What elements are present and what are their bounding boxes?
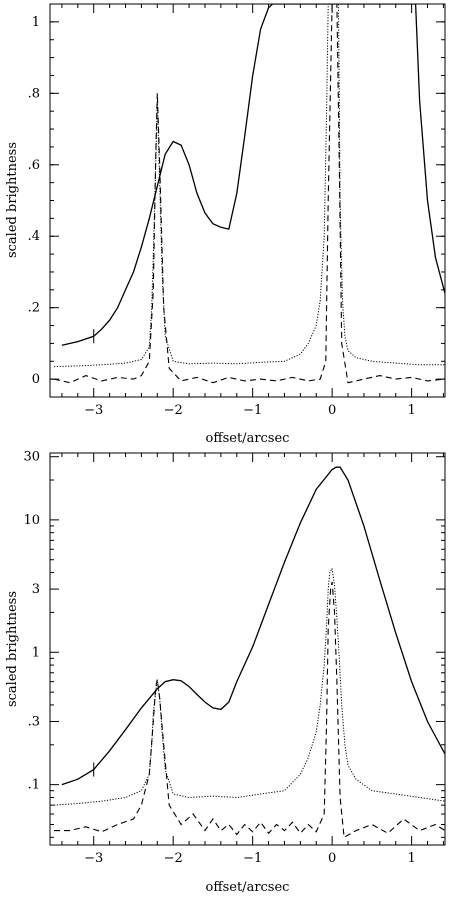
x-tick-label: 0 <box>328 403 336 418</box>
x-tick-label: 1 <box>407 403 415 418</box>
y-tick-label: 0 <box>32 372 40 387</box>
y-tick-label: 3 <box>32 582 40 597</box>
x-tick-label: 0 <box>328 851 336 866</box>
y-tick-label: 30 <box>23 450 40 465</box>
y-tick-label: .2 <box>28 301 40 316</box>
series-line-solid <box>61 4 445 346</box>
y-tick-label: .3 <box>28 714 40 729</box>
series-line-dashed <box>53 4 445 384</box>
x-tick-label: −3 <box>84 403 103 418</box>
y-tick-label: 1 <box>32 645 40 660</box>
y-tick-label: 10 <box>23 513 40 528</box>
y-tick-label: 1 <box>32 15 40 30</box>
series-line-dotted <box>53 4 445 368</box>
x-axis-title: offset/arcsec <box>206 880 290 895</box>
series-line-dotted <box>53 566 445 806</box>
y-axis-title: scaled brightness <box>5 591 20 707</box>
x-tick-label: −1 <box>243 851 262 866</box>
x-axis-title: offset/arcsec <box>206 431 290 446</box>
series-line-dashed <box>54 581 445 839</box>
top-panel-linear: −3 −2 −1 0 1 0 .2 .4 .6 .8 1 offset/arcsec scaled br… <box>5 3 446 446</box>
y-tick-label: .1 <box>28 778 40 793</box>
series-line-solid <box>61 466 445 786</box>
y-tick-label: .6 <box>28 158 40 173</box>
x-tick-label: −2 <box>164 851 183 866</box>
y-tick-label: .8 <box>28 86 40 101</box>
plot-frame <box>49 452 446 846</box>
x-tick-label: −1 <box>243 403 262 418</box>
bottom-panel-log: −3 −2 −1 0 1 .1 .3 1 3 10 30 offset/arcsec scaled br… <box>5 450 446 895</box>
x-tick-label: −3 <box>84 851 103 866</box>
y-tick-label: .4 <box>28 229 40 244</box>
y-axis-title: scaled brightness <box>5 142 20 258</box>
x-tick-label: 1 <box>407 851 415 866</box>
x-tick-label: −2 <box>164 403 183 418</box>
plot-frame <box>49 3 446 398</box>
